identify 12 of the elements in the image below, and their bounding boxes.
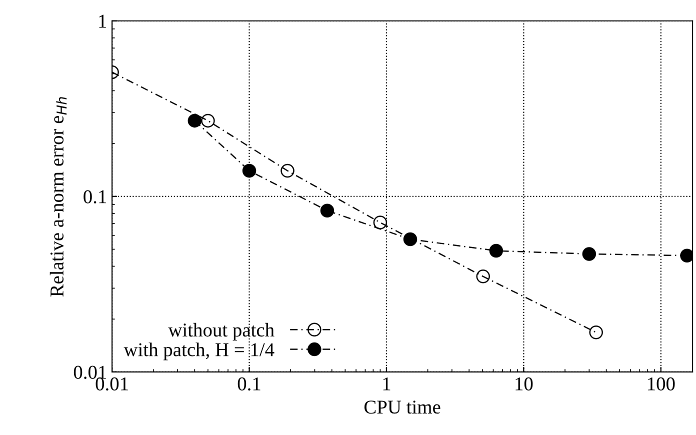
y-tick-label: 0.01 bbox=[74, 366, 106, 379]
legend-label: with patch, H = 1/4 bbox=[124, 342, 274, 360]
y-axis-title: Relative a-norm error e$_{Hh}$ bbox=[50, 97, 67, 297]
x-tick-label: 100 bbox=[648, 377, 675, 390]
x-tick-label: 1 bbox=[383, 377, 390, 390]
x-axis-title: CPU time bbox=[364, 400, 440, 414]
legend-label: without patch bbox=[168, 322, 274, 341]
y-tick-label: 0.1 bbox=[84, 190, 106, 204]
x-tick-label: 10 bbox=[516, 377, 533, 390]
x-tick-label: 0.01 bbox=[96, 377, 128, 391]
x-tick-label: 0.1 bbox=[238, 377, 260, 391]
y-tick-label: 1 bbox=[99, 14, 106, 28]
